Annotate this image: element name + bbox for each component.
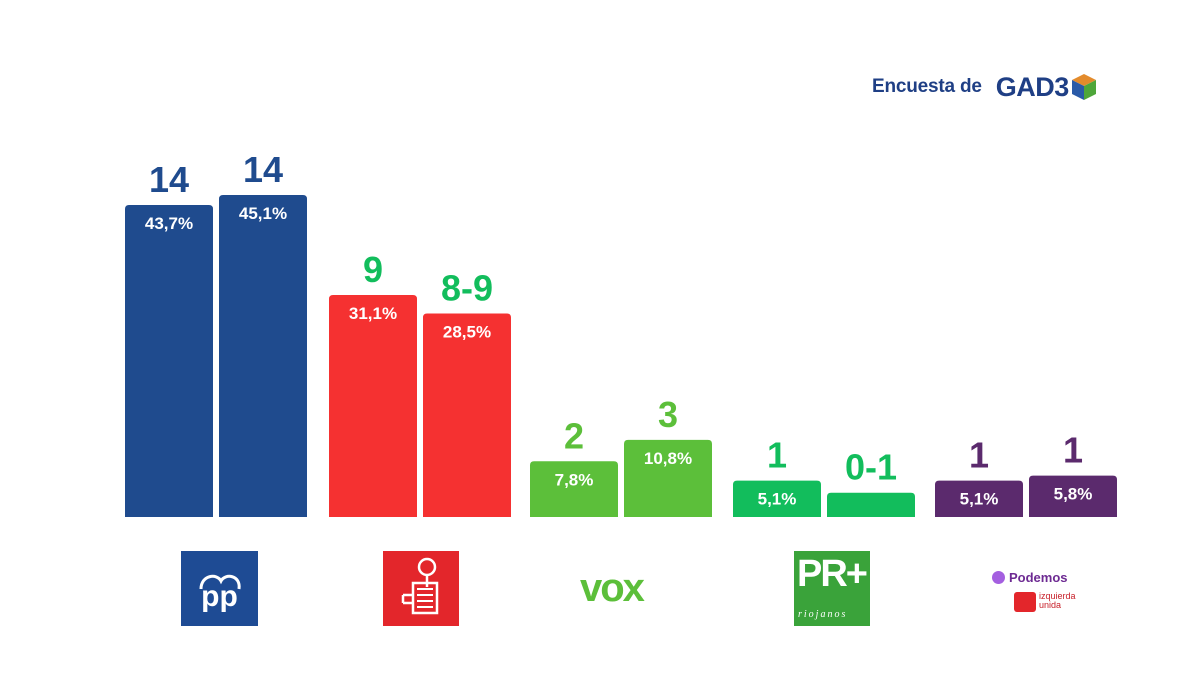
vox-logo: vox [570,562,670,622]
pct-label-2-1: 10,8% [644,449,692,468]
pct-label-1-1: 28,5% [443,323,491,342]
seat-label-2-0: 2 [564,415,584,456]
podemos-circle-icon [992,571,1005,584]
fist-rose-icon [401,557,439,615]
pct-label-2-0: 7,8% [555,470,594,489]
vox-logo-text: vox [580,566,645,610]
iu-label: izquierda unida [1039,591,1076,610]
pct-label-4-1: 5,8% [1054,485,1093,504]
seat-label-4-1: 1 [1063,430,1083,471]
seat-label-0-1: 14 [243,149,283,190]
bar-1-0 [329,294,417,517]
bar-4-1 [1029,475,1117,517]
pr-logo-subtext: riojanos [798,609,848,620]
gad3-cube-icon [1071,74,1096,100]
seat-label-1-0: 9 [363,249,383,290]
podemos-mark: Podemos [992,570,1068,585]
pct-label-0-1: 45,1% [239,204,287,223]
pr-riojanos-logo: PR+ riojanos [794,551,870,626]
pct-label-3-0: 5,1% [758,490,797,509]
bar-4-0 [935,480,1023,517]
bar-3-0 [733,480,821,517]
bar-3-1 [827,492,915,517]
podemos-label: Podemos [1009,570,1068,585]
pp-logo-text: pp [201,580,238,613]
seat-label-3-1: 0-1 [845,447,897,488]
pp-logo: pp [181,551,258,626]
pct-label-4-0: 5,1% [960,490,999,509]
seat-label-3-0: 1 [767,435,787,476]
psoe-logo [383,551,459,626]
seat-label-4-0: 1 [969,435,989,476]
seat-label-2-1: 3 [658,394,678,435]
pr-logo-text: PR+ [797,553,868,595]
pct-label-0-0: 43,7% [145,214,193,233]
bar-2-0 [530,461,618,517]
brand-name: GAD3 [995,71,1070,102]
bar-1-1 [423,313,511,517]
pollster-brand: Encuesta de GAD3 [872,70,1097,104]
podemos-iu-logo: Podemos izquierda unida [980,566,1080,626]
iu-icon [1014,592,1036,612]
bar-0-1 [219,195,307,517]
pct-label-1-0: 31,1% [349,304,397,323]
bar-0-0 [125,204,213,518]
bar-2-1 [624,439,712,517]
brand-text: Encuesta de [872,76,982,97]
seat-label-0-0: 14 [149,159,189,200]
pp-logo-mark: pp [199,574,241,613]
seat-label-1-1: 8-9 [441,268,493,309]
iu-mark: izquierda unida [1014,592,1079,612]
